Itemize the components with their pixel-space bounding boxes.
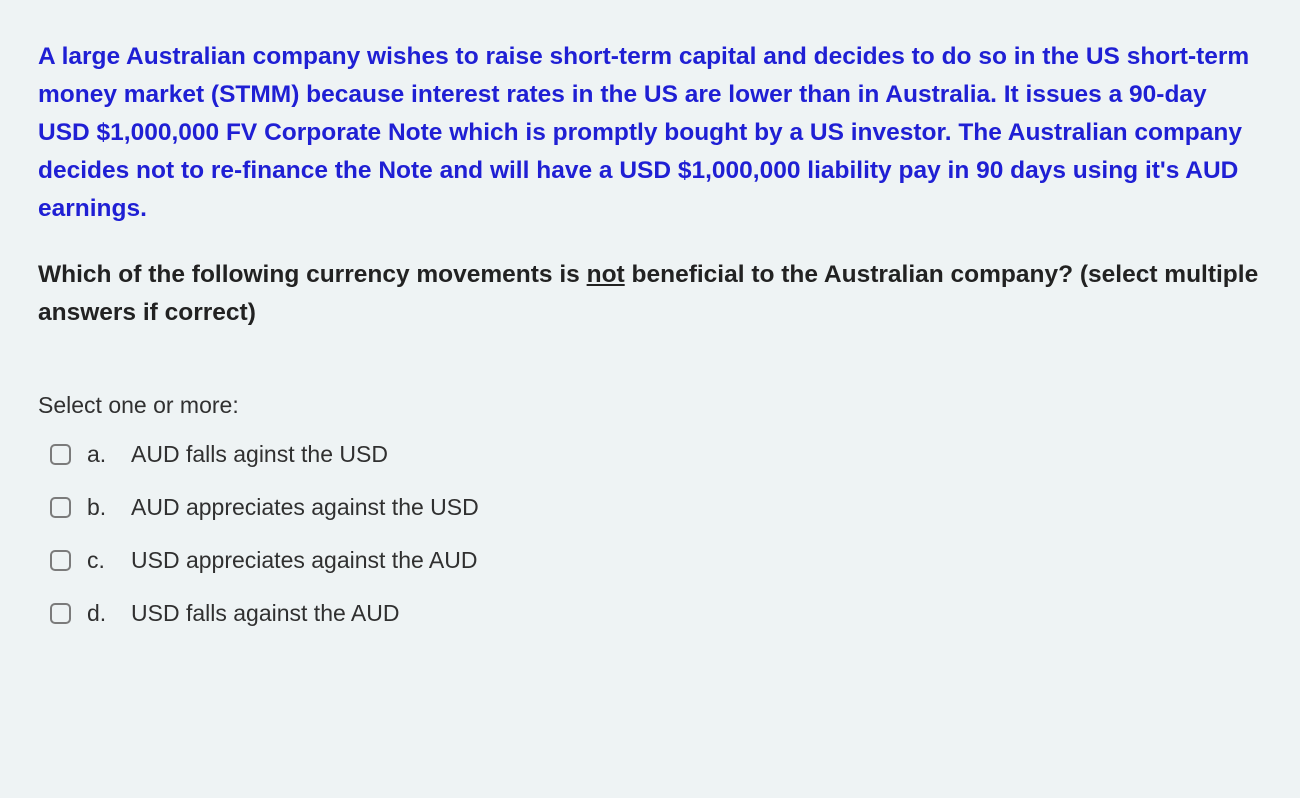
question-underlined: not [587, 261, 625, 288]
checkbox-c[interactable] [50, 550, 71, 571]
option-letter: d. [87, 600, 115, 627]
option-letter: b. [87, 494, 115, 521]
question-text: Which of the following currency movement… [38, 256, 1262, 332]
option-b-row[interactable]: b. AUD appreciates against the USD [38, 494, 1262, 521]
option-text: USD falls against the AUD [131, 600, 399, 627]
option-c-row[interactable]: c. USD appreciates against the AUD [38, 547, 1262, 574]
option-text: AUD appreciates against the USD [131, 494, 479, 521]
checkbox-d[interactable] [50, 603, 71, 624]
checkbox-b[interactable] [50, 497, 71, 518]
option-text: USD appreciates against the AUD [131, 547, 477, 574]
option-a-row[interactable]: a. AUD falls aginst the USD [38, 441, 1262, 468]
scenario-text: A large Australian company wishes to rai… [38, 38, 1262, 228]
option-letter: a. [87, 441, 115, 468]
question-pre: Which of the following currency movement… [38, 261, 587, 288]
select-prompt: Select one or more: [38, 392, 1262, 419]
option-letter: c. [87, 547, 115, 574]
checkbox-a[interactable] [50, 444, 71, 465]
option-text: AUD falls aginst the USD [131, 441, 388, 468]
option-d-row[interactable]: d. USD falls against the AUD [38, 600, 1262, 627]
